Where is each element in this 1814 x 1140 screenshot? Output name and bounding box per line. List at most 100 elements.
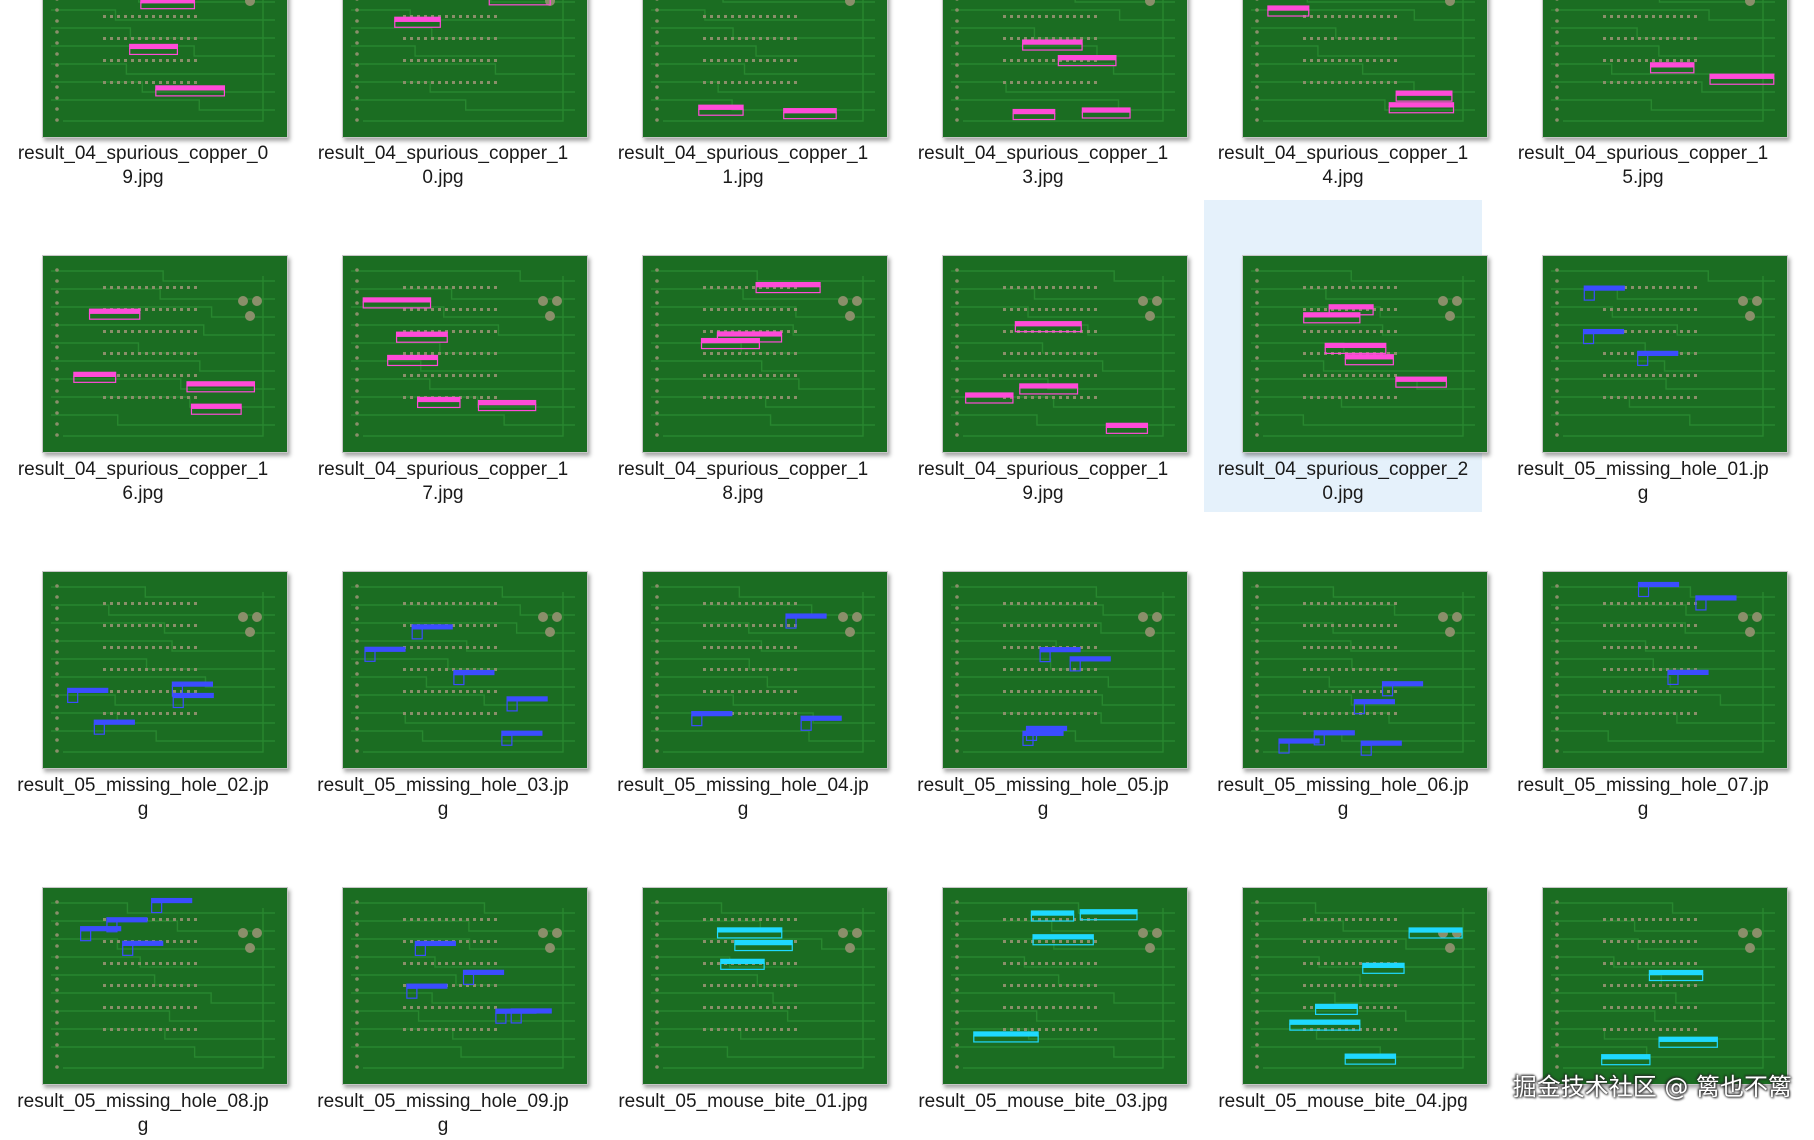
- file-thumbnail: [942, 887, 1188, 1085]
- file-name: result_04_spurious_copper_1 8.jpg: [604, 458, 882, 506]
- file-name: result_05_missing_hole_03.jp g: [304, 774, 582, 822]
- file-thumbnail: [642, 887, 888, 1085]
- file-name: result_04_spurious_copper_1 6.jpg: [4, 458, 282, 506]
- file-thumbnail: [942, 255, 1188, 453]
- file-name-line1: result_04_spurious_copper_1: [317, 143, 569, 164]
- file-name-line1: result_05_mouse_bite_01.jpg: [618, 1091, 868, 1112]
- file-name-line2: g: [737, 799, 749, 820]
- file-name-line1: result_04_spurious_copper_1: [917, 143, 1169, 164]
- file-name: result_05_mouse_bite_01.jpg: [604, 1090, 882, 1114]
- file-thumbnail: [942, 0, 1188, 138]
- file-name-line1: result_04_spurious_copper_1: [317, 459, 569, 480]
- file-name-line2: 7.jpg: [422, 483, 464, 504]
- file-thumbnail: [1242, 887, 1488, 1085]
- file-item[interactable]: result_04_spurious_copper_1 1.jpg: [604, 0, 888, 194]
- file-name-line1: result_04_spurious_copper_0: [17, 143, 269, 164]
- file-item[interactable]: result_04_spurious_copper_1 6.jpg: [4, 200, 288, 510]
- file-thumbnail: [642, 571, 888, 769]
- file-name-line1: result_04_spurious_copper_2: [1217, 459, 1469, 480]
- file-name-line2: 8.jpg: [722, 483, 764, 504]
- file-item[interactable]: result_05_mouse_bite_01.jpg: [604, 832, 888, 1140]
- file-item[interactable]: result_05_mouse_bite_04.jpg: [1204, 832, 1488, 1140]
- file-name-line2: 3.jpg: [1022, 167, 1064, 188]
- file-name-line2: g: [437, 1115, 449, 1136]
- file-thumbnail: [1242, 571, 1488, 769]
- file-name-line2: 5.jpg: [1622, 167, 1664, 188]
- file-name-line2: g: [1637, 799, 1649, 820]
- file-name-line1: result_05_missing_hole_07.jp: [1517, 775, 1769, 796]
- file-thumbnail: [42, 887, 288, 1085]
- file-thumbnail: [942, 571, 1188, 769]
- file-thumbnail: [342, 571, 588, 769]
- file-thumbnail: [42, 0, 288, 138]
- file-name-line2: g: [437, 799, 449, 820]
- file-name-line1: result_04_spurious_copper_1: [1217, 143, 1469, 164]
- file-thumbnail: [42, 571, 288, 769]
- file-item[interactable]: result_04_spurious_copper_0 9.jpg: [4, 0, 288, 194]
- file-item[interactable]: result_04_spurious_copper_1 3.jpg: [904, 0, 1188, 194]
- file-name-line1: result_05_missing_hole_09.jp: [317, 1091, 569, 1112]
- file-name-line1: result_05_missing_hole_04.jp: [617, 775, 869, 796]
- file-name: result_04_spurious_copper_1 7.jpg: [304, 458, 582, 506]
- file-name: result_04_spurious_copper_1 3.jpg: [904, 142, 1182, 190]
- file-name: result_04_spurious_copper_1 4.jpg: [1204, 142, 1482, 190]
- file-name: result_04_spurious_copper_0 9.jpg: [4, 142, 282, 190]
- file-item[interactable]: result_04_spurious_copper_2 0.jpg: [1204, 200, 1488, 512]
- file-name-line1: result_04_spurious_copper_1: [617, 459, 869, 480]
- file-name-line1: result_04_spurious_copper_1: [917, 459, 1169, 480]
- file-thumbnail: [342, 255, 588, 453]
- file-item[interactable]: result_05_missing_hole_02.jp g: [4, 516, 288, 826]
- file-item[interactable]: result_04_spurious_copper_1 5.jpg: [1504, 0, 1788, 194]
- file-name-line1: result_05_missing_hole_02.jp: [17, 775, 269, 796]
- file-thumbnail: [342, 887, 588, 1085]
- file-item[interactable]: result_04_spurious_copper_1 0.jpg: [304, 0, 588, 194]
- file-name-line1: result_04_spurious_copper_1: [617, 143, 869, 164]
- file-item[interactable]: result_05_missing_hole_01.jp g: [1504, 200, 1788, 510]
- file-item[interactable]: result_04_spurious_copper_1 4.jpg: [1204, 0, 1488, 194]
- file-thumbnail: [642, 0, 888, 138]
- file-name: result_04_spurious_copper_1 0.jpg: [304, 142, 582, 190]
- file-thumbnail: [1542, 571, 1788, 769]
- file-name-line1: result_05_missing_hole_05.jp: [917, 775, 1169, 796]
- file-name-line1: result_05_missing_hole_01.jp: [1517, 459, 1769, 480]
- file-name-line2: g: [1337, 799, 1349, 820]
- file-thumbnail: [1542, 887, 1788, 1085]
- file-name-line2: 4.jpg: [1322, 167, 1364, 188]
- file-name-line2: 9.jpg: [122, 167, 164, 188]
- file-thumbnail: [42, 255, 288, 453]
- file-name: result_04_spurious_copper_1 9.jpg: [904, 458, 1182, 506]
- file-thumbnail: [1242, 0, 1488, 138]
- file-name: result_05_missing_hole_02.jp g: [4, 774, 282, 822]
- file-item[interactable]: result_05_missing_hole_03.jp g: [304, 516, 588, 826]
- file-name-line1: result_05_missing_hole_06.jp: [1217, 775, 1469, 796]
- file-name-line2: 0.jpg: [422, 167, 464, 188]
- file-name-line2: 0.jpg: [1322, 483, 1364, 504]
- file-item[interactable]: result_04_spurious_copper_1 7.jpg: [304, 200, 588, 510]
- file-name: result_05_mouse_bite_03.jpg: [904, 1090, 1182, 1114]
- file-name-line2: g: [137, 1115, 149, 1136]
- file-item[interactable]: [1504, 832, 1788, 1140]
- file-thumbnail: [1542, 0, 1788, 138]
- file-name-line2: g: [1037, 799, 1049, 820]
- file-name-line1: result_05_missing_hole_08.jp: [17, 1091, 269, 1112]
- file-item[interactable]: result_04_spurious_copper_1 8.jpg: [604, 200, 888, 510]
- file-name: result_05_mouse_bite_04.jpg: [1204, 1090, 1482, 1114]
- file-name: result_04_spurious_copper_2 0.jpg: [1204, 458, 1482, 506]
- file-item[interactable]: result_04_spurious_copper_1 9.jpg: [904, 200, 1188, 510]
- file-thumbnail: [1542, 255, 1788, 453]
- file-item[interactable]: result_05_mouse_bite_03.jpg: [904, 832, 1188, 1140]
- file-name: result_05_missing_hole_01.jp g: [1504, 458, 1782, 506]
- file-name: result_04_spurious_copper_1 5.jpg: [1504, 142, 1782, 190]
- file-name-line2: 1.jpg: [722, 167, 764, 188]
